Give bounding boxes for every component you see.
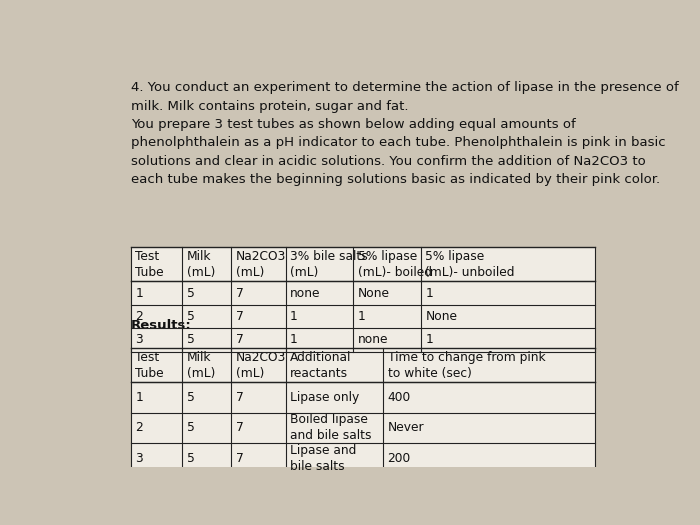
Text: Lipase and
bile salts: Lipase and bile salts xyxy=(290,444,356,472)
Bar xyxy=(286,348,383,382)
Text: 1: 1 xyxy=(135,287,143,300)
Text: Test
Tube: Test Tube xyxy=(135,351,164,380)
Text: Na2CO3
(mL): Na2CO3 (mL) xyxy=(236,249,286,279)
Bar xyxy=(286,247,354,281)
Text: Milk
(mL): Milk (mL) xyxy=(187,351,215,380)
Text: 1: 1 xyxy=(135,391,143,404)
Text: 5: 5 xyxy=(187,391,195,404)
Bar xyxy=(354,247,421,281)
Text: 2: 2 xyxy=(135,422,143,434)
Text: Boiled lipase
and bile salts: Boiled lipase and bile salts xyxy=(290,413,372,443)
Bar xyxy=(131,348,595,474)
Text: Results:: Results: xyxy=(131,319,192,332)
Text: None: None xyxy=(358,287,390,300)
Text: 5: 5 xyxy=(187,287,195,300)
Bar xyxy=(131,247,183,281)
Text: 7: 7 xyxy=(236,422,244,434)
Bar xyxy=(131,348,183,382)
Text: Never: Never xyxy=(388,422,424,434)
Text: 5: 5 xyxy=(187,422,195,434)
Text: Time to change from pink
to white (sec): Time to change from pink to white (sec) xyxy=(388,351,545,380)
Bar xyxy=(421,247,595,281)
Text: Lipase only: Lipase only xyxy=(290,391,359,404)
Text: 5% lipase
(mL)- unboiled: 5% lipase (mL)- unboiled xyxy=(426,249,515,279)
Text: 5: 5 xyxy=(187,310,195,323)
Text: 4. You conduct an experiment to determine the action of lipase in the presence o: 4. You conduct an experiment to determin… xyxy=(131,81,678,113)
Text: 7: 7 xyxy=(236,333,244,346)
Text: 400: 400 xyxy=(388,391,411,404)
Text: 7: 7 xyxy=(236,310,244,323)
Text: Milk
(mL): Milk (mL) xyxy=(187,249,215,279)
Text: Additional
reactants: Additional reactants xyxy=(290,351,351,380)
Text: none: none xyxy=(358,333,388,346)
Bar xyxy=(131,247,595,352)
Text: 1: 1 xyxy=(290,333,298,346)
Bar xyxy=(383,348,595,382)
Text: 5: 5 xyxy=(187,333,195,346)
Text: None: None xyxy=(426,310,458,323)
Text: Test
Tube: Test Tube xyxy=(135,249,164,279)
Text: 200: 200 xyxy=(388,452,411,465)
Text: 5: 5 xyxy=(187,452,195,465)
Text: 2: 2 xyxy=(135,310,143,323)
Text: 3% bile salts
(mL): 3% bile salts (mL) xyxy=(290,249,368,279)
Bar xyxy=(183,348,231,382)
Text: Na2CO3
(mL): Na2CO3 (mL) xyxy=(236,351,286,380)
Text: 5% lipase
(mL)- boiled: 5% lipase (mL)- boiled xyxy=(358,249,432,279)
Text: 1: 1 xyxy=(426,333,433,346)
Text: 1: 1 xyxy=(290,310,298,323)
Text: You prepare 3 test tubes as shown below adding equal amounts of
phenolphthalein : You prepare 3 test tubes as shown below … xyxy=(131,118,666,186)
Bar xyxy=(231,247,286,281)
Text: 7: 7 xyxy=(236,391,244,404)
Text: 7: 7 xyxy=(236,452,244,465)
Text: none: none xyxy=(290,287,321,300)
Text: 1: 1 xyxy=(358,310,365,323)
Text: 3: 3 xyxy=(135,452,143,465)
Text: 3: 3 xyxy=(135,333,143,346)
Text: 7: 7 xyxy=(236,287,244,300)
Bar xyxy=(231,348,286,382)
Text: 1: 1 xyxy=(426,287,433,300)
Bar xyxy=(183,247,231,281)
